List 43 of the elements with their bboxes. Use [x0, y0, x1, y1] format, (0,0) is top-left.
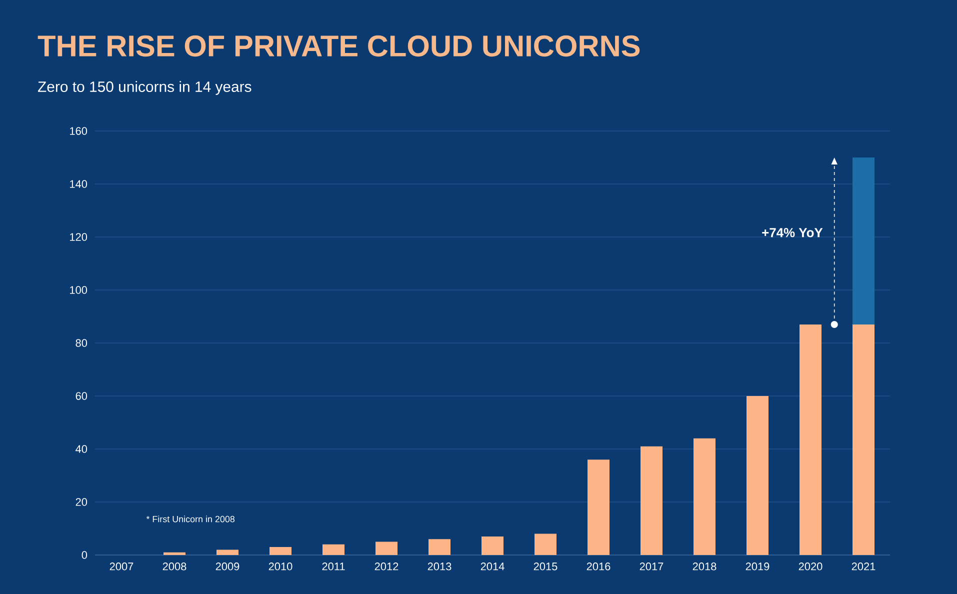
y-tick-label: 160: [70, 127, 88, 135]
y-tick-label: 40: [76, 445, 88, 453]
chart-subtitle: Zero to 150 unicorns in 14 years: [38, 81, 252, 95]
bar: [216, 550, 239, 555]
x-tick-label: 2013: [428, 562, 452, 570]
bar: [588, 460, 610, 555]
chart-title: THE RISE OF PRIVATE CLOUD UNICORNS: [38, 35, 640, 57]
bar: [482, 536, 504, 555]
annotation: +74% YoY: [762, 228, 823, 238]
x-tick-label: 2015: [534, 562, 558, 570]
annotation: * First Unicorn in 2008: [146, 516, 235, 522]
bar: [640, 446, 663, 555]
x-tick-label: 2021: [852, 562, 876, 570]
y-tick-label: 80: [76, 339, 88, 347]
x-tick-label: 2007: [110, 562, 134, 570]
bar: [800, 324, 822, 555]
x-tick-label: 2008: [162, 562, 186, 570]
x-tick-label: 2017: [640, 562, 664, 570]
x-tick-label: 2014: [480, 562, 504, 570]
y-tick-label: 140: [70, 180, 88, 188]
bar: [322, 544, 345, 555]
x-tick-label: 2009: [216, 562, 240, 570]
bar: [164, 552, 186, 555]
bar: [852, 324, 875, 555]
bar: [428, 539, 451, 555]
bar: [270, 547, 292, 555]
bar: [694, 438, 716, 555]
y-tick-label: 20: [76, 498, 88, 506]
x-tick-label: 2020: [798, 562, 822, 570]
x-tick-label: 2011: [322, 562, 345, 570]
x-tick-label: 2012: [374, 562, 398, 570]
bar: [534, 534, 557, 555]
bar: [376, 542, 398, 555]
bar: [746, 396, 769, 555]
x-tick-label: 2019: [746, 562, 770, 570]
x-tick-label: 2016: [586, 562, 610, 570]
y-tick-label: 100: [70, 286, 88, 294]
bar: [852, 157, 875, 324]
y-tick-label: 120: [70, 233, 88, 241]
y-tick-label: 60: [76, 392, 88, 400]
x-tick-label: 2010: [268, 562, 292, 570]
y-tick-label: 0: [82, 551, 88, 559]
x-tick-label: 2018: [692, 562, 716, 570]
